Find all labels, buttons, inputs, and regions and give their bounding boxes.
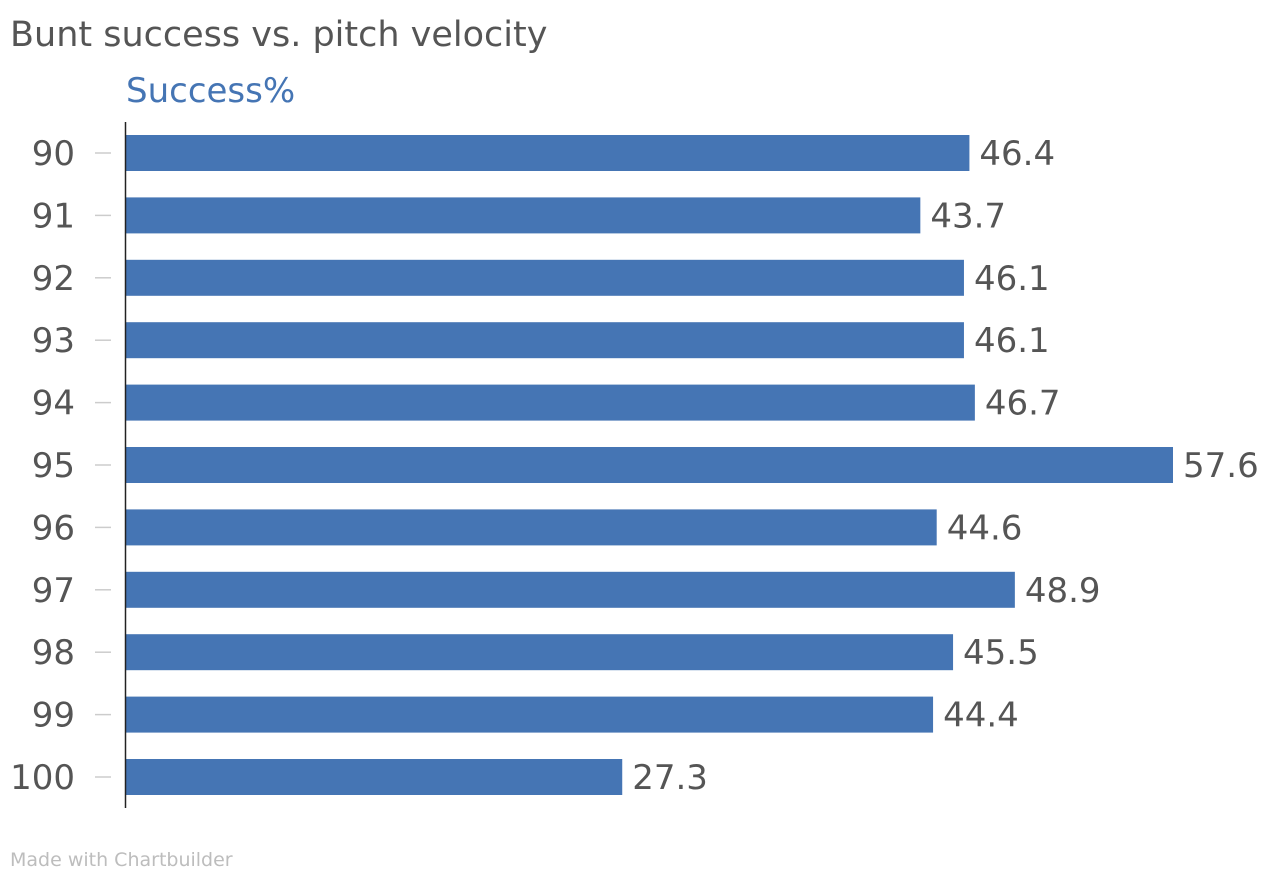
data-label: 46.1	[974, 321, 1050, 361]
y-tick-label: 98	[32, 633, 75, 673]
data-label: 46.4	[979, 134, 1055, 174]
bar-92	[126, 259, 964, 296]
data-label: 46.7	[985, 384, 1061, 424]
y-axis-ticks	[95, 152, 111, 778]
y-tick-label: 91	[32, 196, 75, 236]
y-tick-label: 97	[32, 571, 75, 611]
data-label: 48.9	[1025, 571, 1101, 611]
series-label: Success%	[126, 71, 295, 111]
data-label: 44.6	[947, 508, 1023, 548]
bars	[126, 135, 1173, 795]
data-labels: 46.4 43.7 46.1 46.1 46.7 57.6 44.648.9 45.5 44.4…	[632, 134, 1258, 798]
bar-98	[126, 634, 954, 671]
y-axis-labels: 90 91 92 93 94 95 96 97 98 99 100	[10, 134, 75, 798]
y-tick-label: 95	[32, 446, 75, 486]
y-tick-label: 100	[10, 758, 75, 798]
data-label: 57.6	[1183, 446, 1259, 486]
y-tick-label: 99	[32, 696, 75, 736]
y-tick-label: 92	[32, 259, 75, 299]
bar-96	[126, 509, 937, 546]
bar-97	[126, 571, 1015, 608]
credit-text: Made with Chartbuilder	[10, 849, 233, 871]
bar-90	[126, 135, 970, 171]
bar-93	[126, 322, 964, 359]
data-label: 27.3	[632, 758, 708, 798]
y-tick-label: 93	[32, 321, 75, 361]
bar-95	[126, 447, 1173, 483]
bar-91	[126, 197, 921, 234]
y-tick-label: 94	[32, 384, 75, 424]
y-tick-label: 90	[32, 134, 75, 174]
bar-100	[126, 759, 623, 795]
data-label: 44.4	[943, 696, 1019, 736]
y-tick-label: 96	[32, 508, 75, 548]
chart-title: Bunt success vs. pitch velocity	[10, 15, 547, 55]
data-label: 45.5	[963, 633, 1039, 673]
data-label: 46.1	[974, 259, 1050, 299]
data-label: 43.7	[930, 196, 1006, 236]
bar-99	[126, 696, 934, 733]
bar-94	[126, 384, 975, 421]
